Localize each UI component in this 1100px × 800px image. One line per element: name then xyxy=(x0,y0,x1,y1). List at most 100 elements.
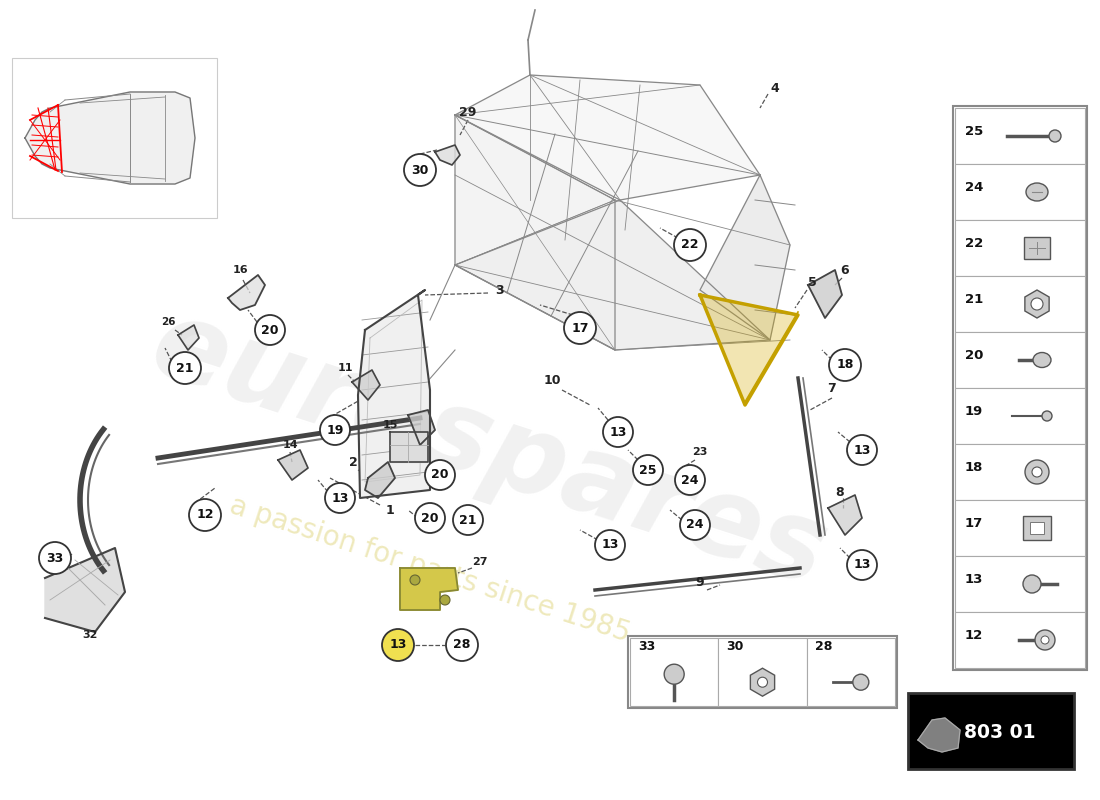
Text: 5: 5 xyxy=(807,275,816,289)
Text: 23: 23 xyxy=(692,447,707,457)
Text: 28: 28 xyxy=(815,640,832,653)
Polygon shape xyxy=(408,410,435,445)
Circle shape xyxy=(255,315,285,345)
Text: 22: 22 xyxy=(681,238,698,251)
Circle shape xyxy=(595,530,625,560)
Polygon shape xyxy=(918,718,960,752)
Text: 20: 20 xyxy=(262,323,278,337)
Text: 7: 7 xyxy=(827,382,836,394)
Polygon shape xyxy=(178,325,199,350)
Text: 18: 18 xyxy=(836,358,854,371)
Text: 28: 28 xyxy=(453,638,471,651)
Circle shape xyxy=(169,352,201,384)
FancyBboxPatch shape xyxy=(806,638,895,706)
FancyBboxPatch shape xyxy=(955,332,1085,388)
FancyBboxPatch shape xyxy=(955,164,1085,220)
Circle shape xyxy=(453,505,483,535)
Polygon shape xyxy=(455,115,615,350)
Circle shape xyxy=(603,417,632,447)
Text: eurospares: eurospares xyxy=(140,290,840,610)
Circle shape xyxy=(1041,636,1049,644)
Circle shape xyxy=(564,312,596,344)
Text: 17: 17 xyxy=(965,517,983,530)
Circle shape xyxy=(1042,411,1052,421)
Circle shape xyxy=(632,455,663,485)
Text: 24: 24 xyxy=(686,518,704,531)
Text: 11: 11 xyxy=(338,363,353,373)
Text: 25: 25 xyxy=(639,463,657,477)
FancyBboxPatch shape xyxy=(1024,237,1050,259)
Text: 30: 30 xyxy=(726,640,744,653)
Circle shape xyxy=(324,483,355,513)
Text: 6: 6 xyxy=(840,263,849,277)
Circle shape xyxy=(440,595,450,605)
Text: 29: 29 xyxy=(460,106,476,118)
Text: 21: 21 xyxy=(965,293,983,306)
Text: 27: 27 xyxy=(472,557,487,567)
Polygon shape xyxy=(455,75,760,200)
FancyBboxPatch shape xyxy=(630,638,718,706)
Text: 16: 16 xyxy=(232,265,248,275)
FancyBboxPatch shape xyxy=(1023,516,1050,540)
Text: 13: 13 xyxy=(854,443,871,457)
Text: 13: 13 xyxy=(389,638,407,651)
Circle shape xyxy=(758,677,768,687)
Text: 8: 8 xyxy=(836,486,845,498)
FancyBboxPatch shape xyxy=(12,58,217,218)
Text: 13: 13 xyxy=(331,491,349,505)
Circle shape xyxy=(1023,575,1041,593)
Circle shape xyxy=(382,629,414,661)
Circle shape xyxy=(1032,467,1042,477)
Polygon shape xyxy=(278,450,308,480)
Polygon shape xyxy=(750,668,774,696)
FancyBboxPatch shape xyxy=(955,612,1085,668)
Polygon shape xyxy=(700,295,798,405)
FancyBboxPatch shape xyxy=(1030,522,1044,534)
Text: 3: 3 xyxy=(496,283,504,297)
Circle shape xyxy=(410,575,420,585)
Circle shape xyxy=(39,542,72,574)
Text: 24: 24 xyxy=(681,474,698,486)
Polygon shape xyxy=(1025,290,1049,318)
Circle shape xyxy=(1025,460,1049,484)
Circle shape xyxy=(404,154,436,186)
FancyBboxPatch shape xyxy=(628,636,896,708)
Circle shape xyxy=(1031,298,1043,310)
Text: 17: 17 xyxy=(571,322,588,334)
Polygon shape xyxy=(25,92,195,184)
Text: 32: 32 xyxy=(82,630,98,640)
Text: 30: 30 xyxy=(411,163,429,177)
Circle shape xyxy=(847,435,877,465)
Polygon shape xyxy=(828,495,862,535)
FancyBboxPatch shape xyxy=(955,276,1085,332)
Text: 803 01: 803 01 xyxy=(965,723,1036,742)
Circle shape xyxy=(1049,130,1061,142)
Circle shape xyxy=(829,349,861,381)
Text: 20: 20 xyxy=(421,511,439,525)
Text: 1: 1 xyxy=(386,503,395,517)
Circle shape xyxy=(852,674,869,690)
Polygon shape xyxy=(358,290,430,498)
Text: 20: 20 xyxy=(431,469,449,482)
Text: 13: 13 xyxy=(854,558,871,571)
Circle shape xyxy=(1035,630,1055,650)
Polygon shape xyxy=(45,548,125,632)
Text: a passion for parts since 1985: a passion for parts since 1985 xyxy=(227,492,634,648)
Text: 33: 33 xyxy=(638,640,656,653)
Text: 4: 4 xyxy=(771,82,780,94)
Text: 13: 13 xyxy=(965,573,983,586)
Ellipse shape xyxy=(1033,353,1050,367)
Polygon shape xyxy=(365,462,395,498)
Text: 2: 2 xyxy=(349,455,358,469)
Circle shape xyxy=(189,499,221,531)
Text: 21: 21 xyxy=(176,362,194,374)
Circle shape xyxy=(446,629,478,661)
Text: 25: 25 xyxy=(965,125,983,138)
Text: 15: 15 xyxy=(383,420,398,430)
Text: 13: 13 xyxy=(609,426,627,438)
FancyBboxPatch shape xyxy=(953,106,1087,670)
Polygon shape xyxy=(228,275,265,310)
Circle shape xyxy=(415,503,446,533)
FancyBboxPatch shape xyxy=(955,556,1085,612)
FancyBboxPatch shape xyxy=(955,500,1085,556)
